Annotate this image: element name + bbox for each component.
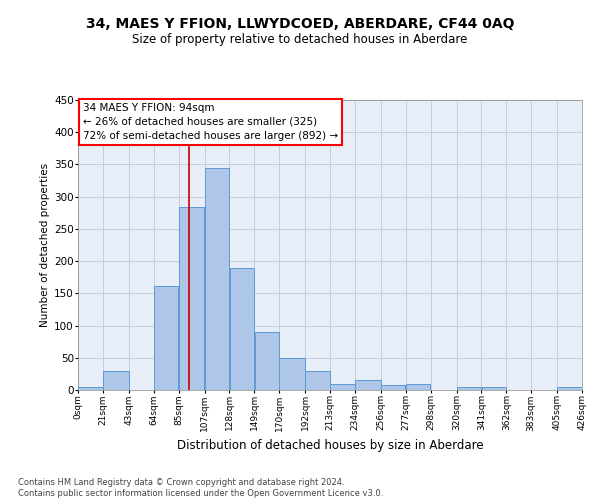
Bar bbox=[78, 388, 103, 390]
Text: Size of property relative to detached houses in Aberdare: Size of property relative to detached ho… bbox=[133, 32, 467, 46]
Bar bbox=[305, 370, 330, 390]
Y-axis label: Number of detached properties: Number of detached properties bbox=[40, 163, 50, 327]
Bar bbox=[205, 168, 229, 390]
Bar bbox=[557, 387, 582, 390]
X-axis label: Distribution of detached houses by size in Aberdare: Distribution of detached houses by size … bbox=[176, 439, 484, 452]
Bar bbox=[381, 386, 406, 390]
Bar bbox=[406, 384, 430, 390]
Text: Contains HM Land Registry data © Crown copyright and database right 2024.
Contai: Contains HM Land Registry data © Crown c… bbox=[18, 478, 383, 498]
Bar bbox=[355, 380, 380, 390]
Text: 34 MAES Y FFION: 94sqm
← 26% of detached houses are smaller (325)
72% of semi-de: 34 MAES Y FFION: 94sqm ← 26% of detached… bbox=[83, 103, 338, 141]
Bar bbox=[482, 387, 506, 390]
Bar bbox=[330, 384, 355, 390]
Bar bbox=[230, 268, 254, 390]
Bar bbox=[457, 387, 481, 390]
Bar bbox=[254, 332, 279, 390]
Bar bbox=[103, 370, 128, 390]
Text: 34, MAES Y FFION, LLWYDCOED, ABERDARE, CF44 0AQ: 34, MAES Y FFION, LLWYDCOED, ABERDARE, C… bbox=[86, 18, 514, 32]
Bar bbox=[154, 286, 178, 390]
Bar bbox=[280, 358, 305, 390]
Bar bbox=[179, 207, 204, 390]
